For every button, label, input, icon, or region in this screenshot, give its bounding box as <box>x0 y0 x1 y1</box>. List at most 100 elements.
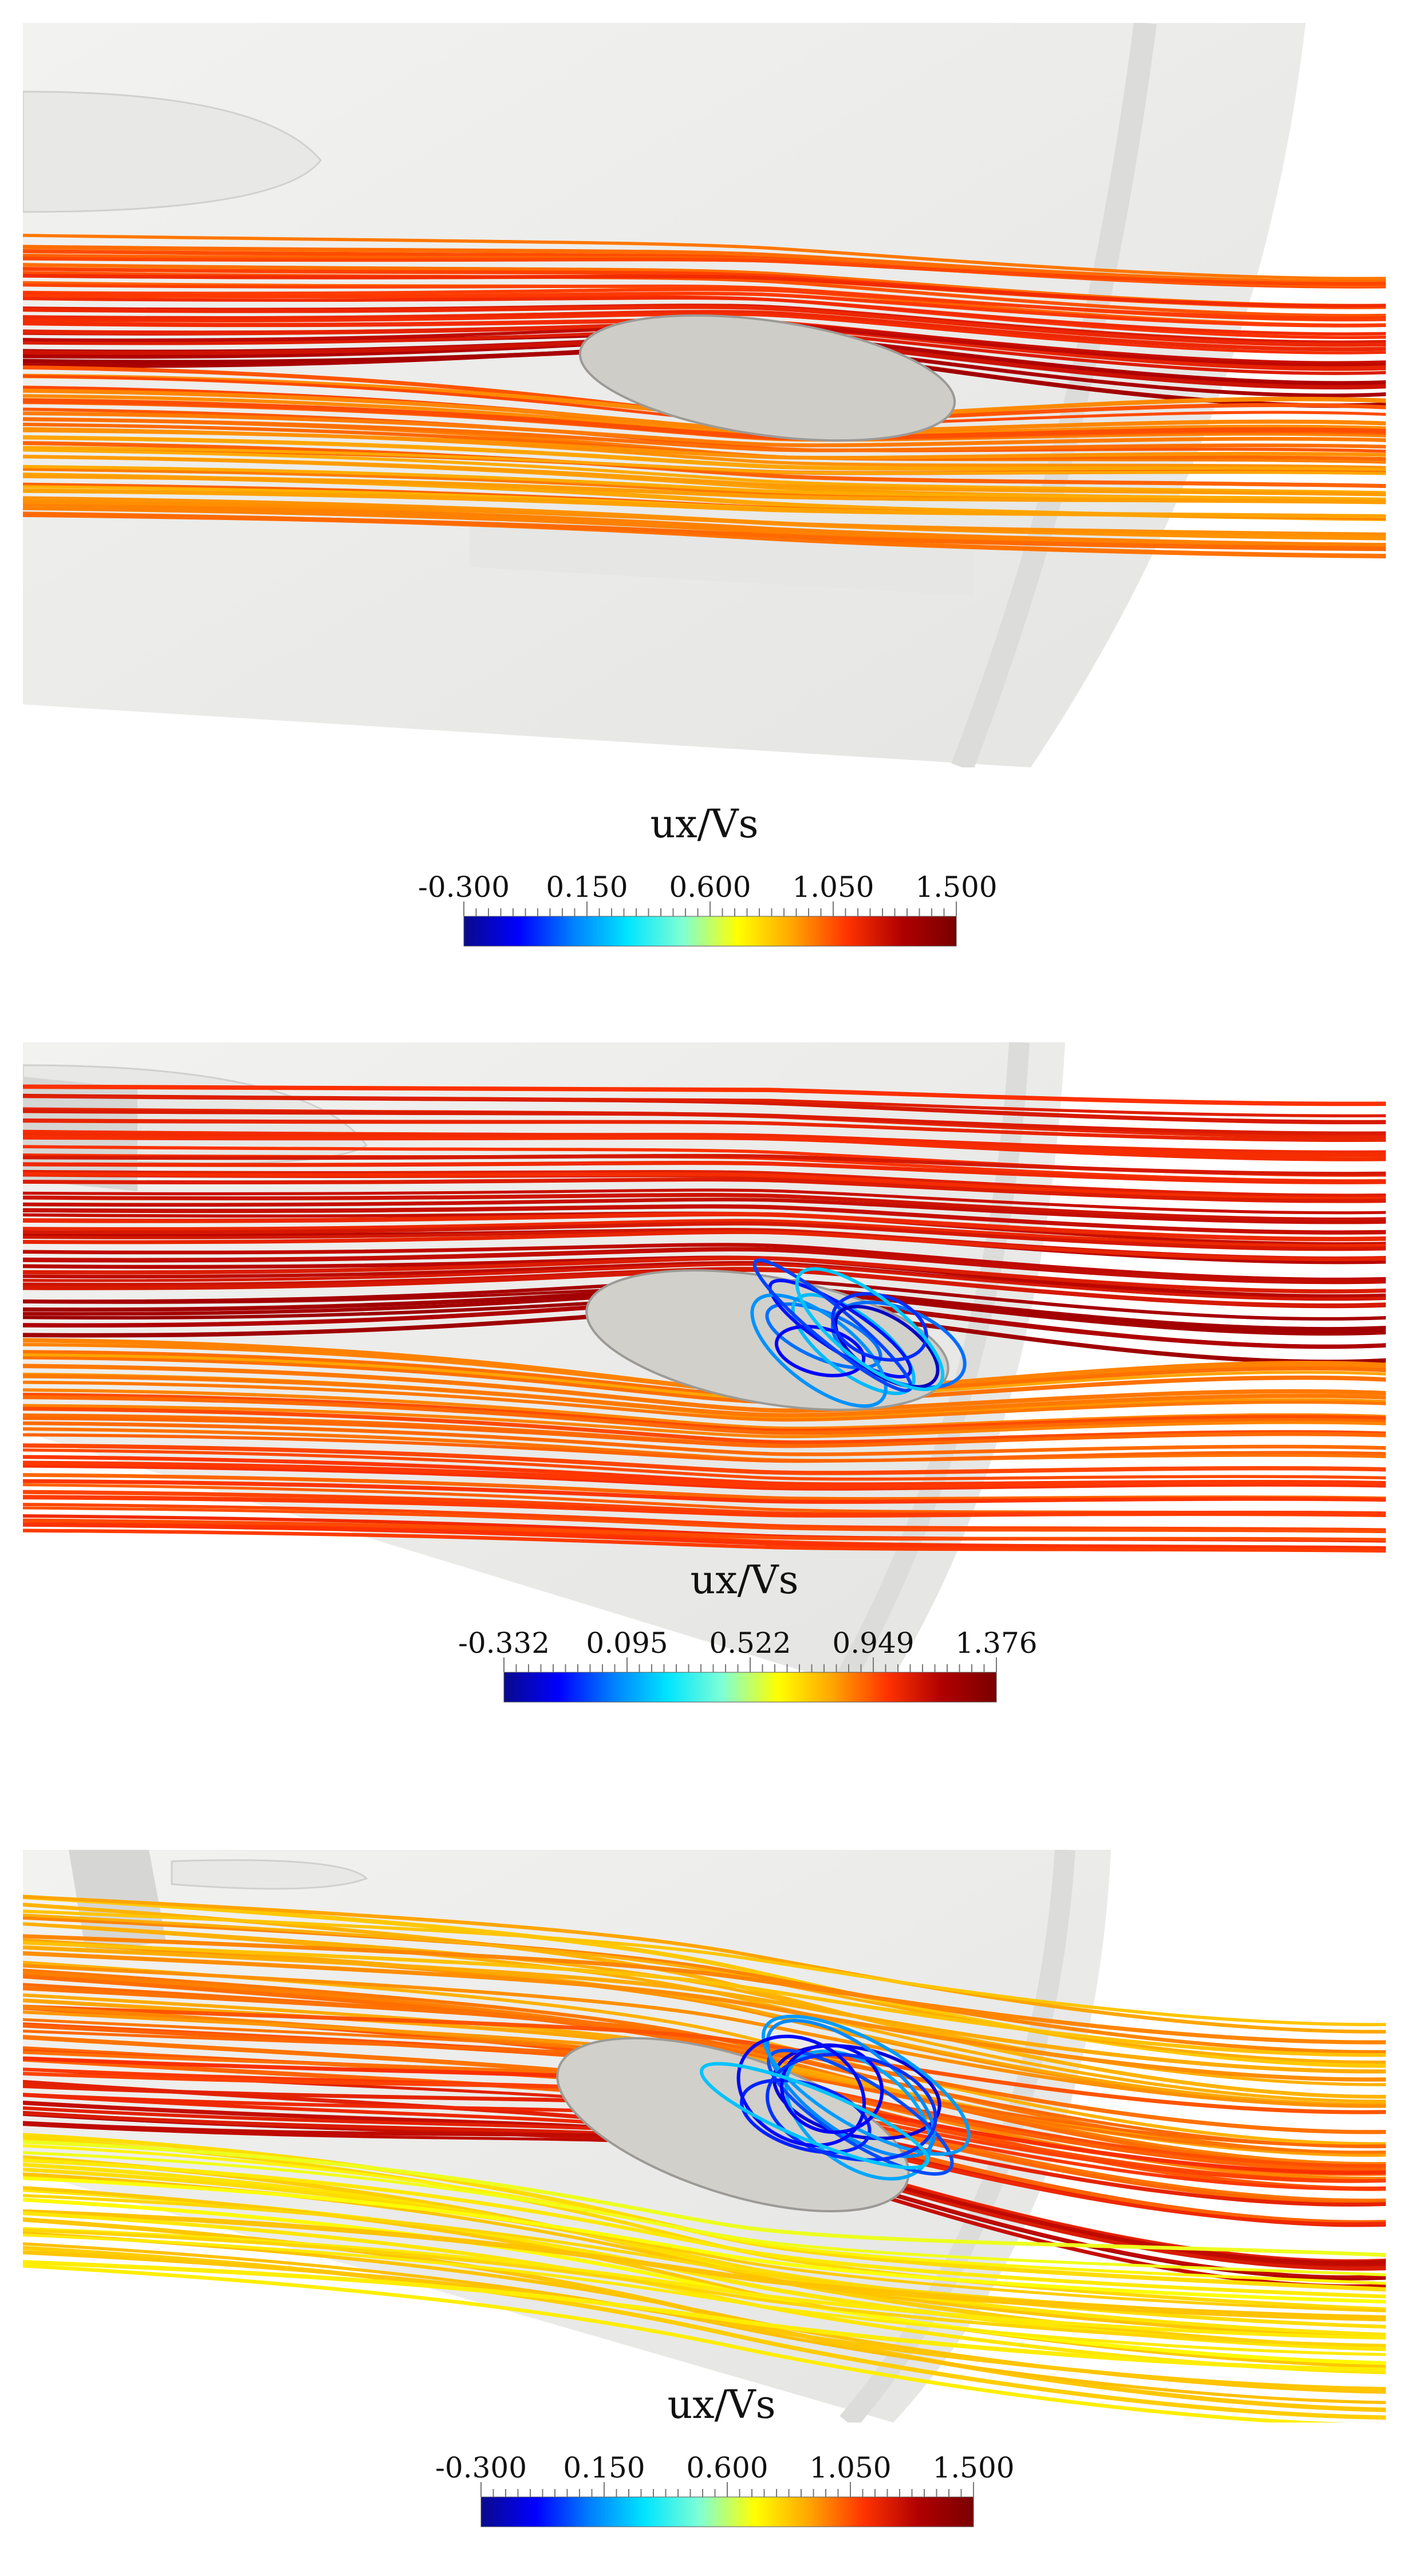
streamline-render-2 <box>23 1042 1386 1695</box>
colorbar-legend-1: ux/Vs -0.300 0.150 0.600 1.050 1.500 <box>418 802 998 974</box>
streamline <box>23 1433 1386 1463</box>
streamline <box>23 500 1386 537</box>
streamline <box>23 2250 1386 2391</box>
streamline <box>23 1416 1386 1448</box>
streamline <box>23 1177 1386 1203</box>
streamline <box>23 464 1386 501</box>
streamline <box>23 1188 1386 1215</box>
colorbar-title: ux/Vs <box>667 2382 776 2428</box>
streamline <box>23 1518 1386 1542</box>
streamline <box>23 1364 1386 1413</box>
streamline <box>23 1247 1386 1285</box>
streamline <box>23 411 1386 447</box>
streamline <box>23 2004 1386 2114</box>
colorbar-tick-label: -0.332 <box>458 1626 550 1660</box>
streamline <box>23 1506 1386 1534</box>
streamline <box>23 488 1386 519</box>
vortex-loop <box>779 2043 884 2134</box>
streamline <box>23 455 1386 497</box>
vortex-loop <box>795 1267 945 1392</box>
vortex-loop <box>699 2062 930 2169</box>
vortex-loop <box>761 2014 971 2156</box>
streamline <box>23 512 1386 552</box>
streamline <box>23 2140 1386 2257</box>
streamline <box>23 1964 1386 2108</box>
streamline <box>23 287 1386 320</box>
streamline <box>23 2210 1386 2322</box>
streamline <box>23 1132 1386 1153</box>
colorbar-tick-label: 1.376 <box>955 1626 1037 1660</box>
streamline <box>23 1262 1386 1301</box>
upstream-appendage <box>23 90 322 213</box>
streamline <box>23 1256 1386 1294</box>
streamlines <box>23 1894 1386 2423</box>
streamline <box>23 1172 1386 1201</box>
streamline <box>23 1374 1386 1417</box>
streamline <box>23 1153 1386 1176</box>
colorbar-tick-label: 1.050 <box>792 871 874 904</box>
streamline <box>23 1407 1386 1445</box>
streamline <box>23 1443 1386 1475</box>
streamline <box>23 1222 1386 1251</box>
streamline <box>23 427 1386 470</box>
streamline <box>23 313 1386 355</box>
streamline <box>23 506 1386 549</box>
vortex-loop <box>750 1293 888 1408</box>
colorbar: -0.300 0.150 0.600 1.050 1.500 <box>435 2451 1015 2527</box>
streamline <box>23 417 1386 452</box>
streamline <box>23 1951 1386 2082</box>
streamline <box>23 2260 1386 2372</box>
upstream-appendage <box>171 1859 368 1890</box>
streamline <box>23 1529 1386 1553</box>
colorbar-tick-label: 0.150 <box>546 871 628 904</box>
streamline <box>23 1495 1386 1518</box>
streamline <box>23 2227 1386 2340</box>
streamline <box>23 1169 1386 1198</box>
colorbar-tick-label: 0.522 <box>709 1626 791 1660</box>
streamline <box>23 502 1386 547</box>
vortex-loop <box>736 2034 866 2148</box>
streamline-render-3 <box>23 1850 1386 2423</box>
foil-body <box>556 2037 910 2213</box>
streamline <box>23 1094 1386 1118</box>
streamline <box>23 1479 1386 1504</box>
streamline <box>23 1161 1386 1184</box>
streamline <box>23 474 1386 504</box>
vortex-loop <box>765 2053 937 2162</box>
colorbar-tick-label: 0.095 <box>586 1626 668 1660</box>
colorbar-tick-label: 0.949 <box>832 1626 914 1660</box>
recirculation-vortex <box>699 2014 971 2181</box>
streamline <box>23 398 1386 440</box>
streamline <box>23 441 1386 489</box>
streamline <box>23 1421 1386 1456</box>
colorbar: -0.332 0.095 0.522 0.949 1.376 <box>458 1626 1038 1703</box>
streamline <box>23 1380 1386 1422</box>
streamlines <box>23 234 1386 558</box>
colorbar-title: ux/Vs <box>650 802 759 847</box>
streamline <box>23 2233 1386 2356</box>
streamline <box>23 1388 1386 1430</box>
streamline <box>23 292 1386 328</box>
streamline <box>23 1894 1386 2034</box>
streamline <box>23 257 1386 286</box>
streamline <box>23 1109 1386 1136</box>
foil-body <box>578 314 956 442</box>
colorbar-tick-label: 0.150 <box>563 2451 645 2484</box>
streamline <box>23 273 1386 308</box>
streamline <box>23 1974 1386 2169</box>
colorbar-tick-label: -0.300 <box>435 2451 527 2484</box>
streamline <box>23 1230 1386 1261</box>
streamline <box>23 1212 1386 1242</box>
streamline <box>23 1243 1386 1282</box>
streamline <box>23 1503 1386 1532</box>
colorbar-gradient <box>503 1672 997 1703</box>
flow-visualization-panel-1: ux/Vs -0.300 0.150 0.600 1.050 1.500 <box>23 23 1386 947</box>
streamline <box>23 1219 1386 1248</box>
colorbar-legend-2: ux/Vs -0.332 0.095 0.522 0.949 1.376 <box>458 1558 1038 1730</box>
colorbar-tick-label: 0.600 <box>669 871 751 904</box>
streamline <box>23 1404 1386 1439</box>
streamline <box>23 1945 1386 2074</box>
streamline <box>23 2158 1386 2299</box>
colorbar-tick-label: 1.500 <box>915 871 997 904</box>
streamline <box>23 448 1386 494</box>
